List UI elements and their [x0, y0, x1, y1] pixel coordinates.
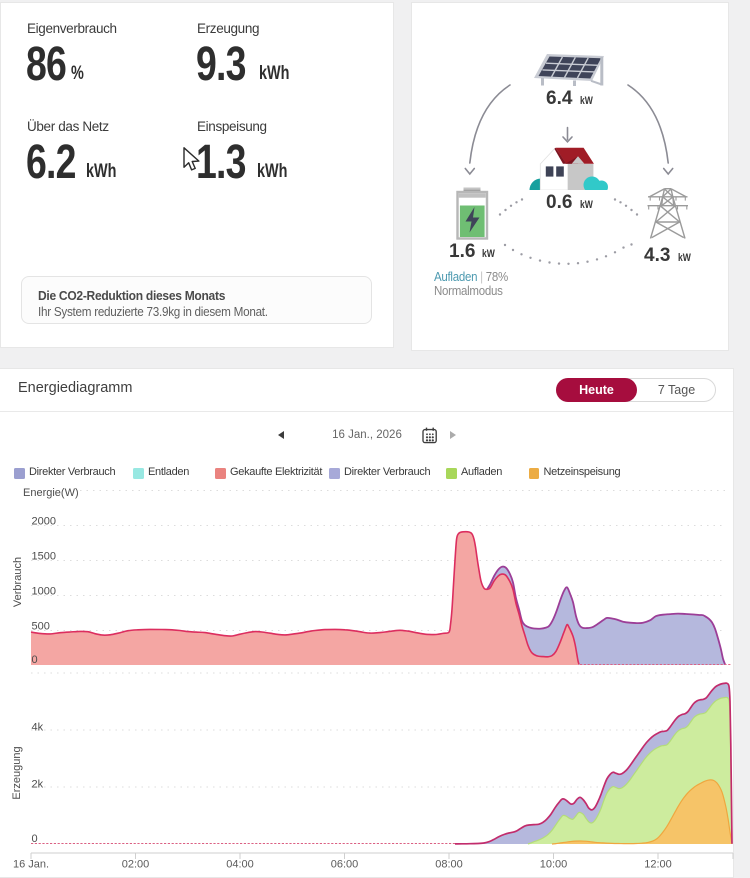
svg-text:1000: 1000 — [32, 586, 56, 598]
svg-text:06:00: 06:00 — [331, 859, 359, 871]
svg-text:1500: 1500 — [32, 551, 56, 563]
svg-text:16 Jan.: 16 Jan. — [13, 859, 49, 871]
svg-text:10:00: 10:00 — [540, 859, 568, 871]
svg-text:500: 500 — [32, 621, 50, 633]
svg-text:Energie(W): Energie(W) — [23, 487, 79, 499]
svg-text:2k: 2k — [32, 779, 44, 791]
svg-text:12:00: 12:00 — [644, 859, 672, 871]
svg-text:04:00: 04:00 — [226, 859, 254, 871]
svg-text:0: 0 — [32, 833, 38, 845]
svg-text:08:00: 08:00 — [435, 859, 463, 871]
svg-text:Erzeugung: Erzeugung — [11, 746, 23, 799]
svg-text:02:00: 02:00 — [122, 859, 150, 871]
svg-text:2000: 2000 — [32, 516, 56, 528]
svg-text:0: 0 — [32, 654, 38, 666]
svg-text:4k: 4k — [32, 722, 44, 734]
svg-text:Verbrauch: Verbrauch — [12, 557, 24, 607]
